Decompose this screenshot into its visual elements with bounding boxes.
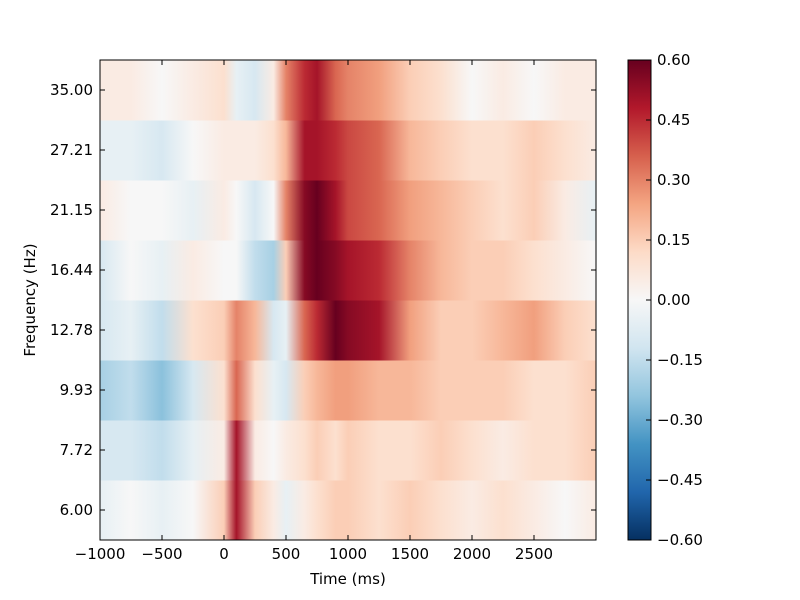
y-tick-label: 9.93 [60, 381, 93, 399]
y-tick-label: 27.21 [50, 141, 93, 159]
y-tick-label: 12.78 [50, 321, 93, 339]
x-tick-label: 500 [272, 545, 301, 563]
heatmap-row [100, 420, 596, 481]
heatmap-row [100, 300, 596, 361]
heatmap-row [100, 360, 596, 421]
x-tick-label: 1500 [391, 545, 429, 563]
x-tick-label: 2000 [453, 545, 491, 563]
plot-area [100, 60, 596, 540]
x-tick-label: 0 [219, 545, 229, 563]
heatmap-row [100, 60, 596, 121]
colorbar-tick-label: −0.30 [657, 411, 703, 429]
y-tick-label: 6.00 [60, 501, 93, 519]
colorbar-tick-label: −0.60 [657, 531, 703, 549]
x-tick-label: −500 [141, 545, 182, 563]
y-axis-label: Frequency (Hz) [21, 243, 39, 356]
heatmap-row [100, 480, 596, 540]
x-axis-label: Time (ms) [309, 570, 386, 588]
x-tick-label: 1000 [329, 545, 367, 563]
colorbar-tick-label: 0.00 [657, 291, 690, 309]
y-tick-label: 16.44 [50, 261, 93, 279]
colorbar-axis: −0.60 −0.45 −0.30 −0.15 0.00 0.15 0.30 0.45 0.60 [646, 51, 703, 549]
colorbar-tick-label: 0.15 [657, 231, 690, 249]
colorbar-tick-label: −0.15 [657, 351, 703, 369]
colorbar-tick-label: 0.45 [657, 111, 690, 129]
colorbar-tick-label: 0.30 [657, 171, 690, 189]
x-axis: −1000 −500 0 500 1000 1500 2000 2500 [75, 60, 553, 563]
colorbar-tick-label: 0.60 [657, 51, 690, 69]
heatmap-row [100, 120, 596, 181]
y-axis: 6.00 7.72 9.93 12.78 16.44 21.15 27.21 35.00 [50, 81, 596, 519]
y-tick-label: 7.72 [60, 441, 93, 459]
y-tick-label: 35.00 [50, 81, 93, 99]
colorbar-tick-label: −0.45 [657, 471, 703, 489]
heatmap-row [100, 240, 596, 301]
heatmap-row [100, 180, 596, 241]
y-tick-label: 21.15 [50, 201, 93, 219]
x-tick-label: −1000 [75, 545, 126, 563]
x-tick-label: 2500 [515, 545, 553, 563]
